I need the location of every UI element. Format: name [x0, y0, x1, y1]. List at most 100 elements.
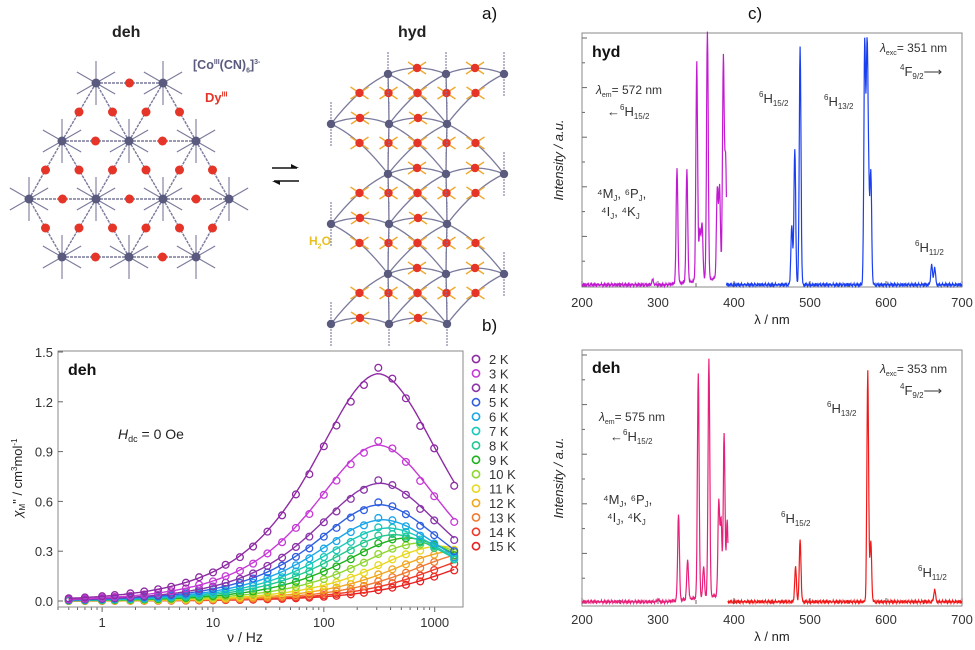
- dy-atom: [355, 113, 365, 123]
- data-point: [291, 567, 300, 576]
- dy-atom: [91, 252, 100, 262]
- dy-atom: [158, 252, 167, 262]
- data-point: [346, 397, 355, 406]
- data-point: [401, 394, 410, 403]
- excitation-wavelength-label: λexc= 351 nm: [879, 41, 947, 57]
- dy-atom: [471, 238, 480, 248]
- co-atom: [442, 219, 452, 229]
- data-point: [359, 585, 368, 594]
- series-group: [581, 358, 963, 606]
- x-tick-label: 700: [951, 612, 973, 627]
- excited-levels-label: ⁴IJ, ⁴KJ: [601, 204, 640, 221]
- co-atom: [384, 319, 394, 329]
- data-point: [305, 579, 314, 588]
- dy-atom: [355, 188, 364, 198]
- dy-atom: [413, 138, 422, 148]
- data-point: [401, 532, 410, 541]
- water-label: H2O: [309, 234, 331, 251]
- data-point: [154, 585, 163, 594]
- data-point: [235, 578, 244, 587]
- hyd-spectrum-chart: 200 300 400 500 600 700 hyd λ / nm Intensity …: [551, 31, 973, 327]
- data-point: [401, 580, 410, 589]
- data-point: [291, 561, 300, 570]
- data-point: [374, 570, 383, 579]
- data-point: [346, 564, 355, 573]
- x-tick-label: 1: [98, 615, 105, 630]
- data-point: [430, 444, 439, 453]
- data-point: [346, 546, 355, 555]
- data-point: [332, 507, 341, 516]
- data-point: [346, 513, 355, 522]
- dy-atom: [41, 223, 50, 233]
- legend-marker: [471, 527, 481, 537]
- legend-marker: [471, 455, 481, 465]
- legend-marker: [471, 383, 481, 393]
- data-point: [305, 470, 314, 479]
- data-point: [263, 573, 272, 582]
- x-axis-label: ν / Hz: [227, 629, 263, 645]
- deh-spectrum-chart: 200 300 400 500 600 700 deh λ / nm Intensity …: [551, 349, 973, 644]
- h11-label: 6H11/2: [915, 239, 944, 257]
- legend-label: 15 K: [489, 539, 516, 554]
- x-tick-label: 1000: [420, 615, 449, 630]
- dy-atom: [141, 223, 151, 233]
- data-point: [401, 527, 410, 536]
- dy-atom: [413, 88, 422, 98]
- data-point: [332, 570, 341, 579]
- data-point: [305, 567, 314, 576]
- data-point: [374, 523, 383, 532]
- data-point: [359, 581, 368, 590]
- panel-b-label: b): [482, 316, 498, 335]
- data-point: [278, 591, 287, 600]
- data-point: [332, 562, 341, 571]
- data-point: [319, 552, 328, 562]
- excitation-spectrum: [581, 31, 727, 289]
- cobalt-cyanide-label: [CoIII(CN)6]3-: [193, 58, 261, 75]
- axes: 200 300 400 500 600 700: [571, 354, 973, 627]
- data-point: [388, 544, 397, 553]
- legend-marker: [471, 513, 481, 522]
- co-atom: [441, 269, 451, 279]
- data-point: [208, 568, 218, 577]
- data-point: [319, 585, 328, 594]
- data-point: [291, 577, 300, 586]
- panel-c-label: c): [748, 4, 763, 23]
- data-point: [208, 577, 218, 586]
- data-point: [98, 592, 107, 601]
- co-atom: [326, 219, 336, 229]
- data-point: [235, 574, 244, 583]
- dy-atom: [471, 88, 480, 98]
- data-point: [416, 555, 425, 564]
- co-atom: [124, 136, 134, 146]
- co-atom: [326, 319, 336, 329]
- dy-atom: [208, 223, 217, 233]
- data-point: [416, 563, 425, 573]
- data-point: [319, 518, 328, 527]
- x-axis-label: λ / nm: [754, 312, 789, 327]
- legend-marker: [471, 498, 481, 508]
- data-point: [291, 490, 300, 499]
- co-atom: [441, 169, 451, 179]
- co-atom: [499, 269, 509, 279]
- legend-marker: [471, 541, 481, 551]
- co-atom: [326, 119, 336, 129]
- dy-atom: [125, 78, 134, 88]
- dy-atom: [58, 194, 67, 204]
- data-point: [278, 573, 287, 582]
- dy-atom: [74, 107, 84, 117]
- data-point: [195, 580, 204, 589]
- data-point: [450, 547, 459, 556]
- dy-atom: [470, 63, 480, 73]
- legend-label: 11 K: [489, 482, 515, 497]
- emission-spectrum: [727, 370, 963, 606]
- data-point: [374, 549, 383, 559]
- dy-atom: [413, 113, 423, 123]
- data-point: [388, 444, 397, 453]
- x-tick-label: 700: [951, 295, 973, 310]
- co-atom: [57, 252, 67, 262]
- data-point: [374, 561, 383, 570]
- data-point: [278, 553, 287, 562]
- data-point: [359, 380, 368, 390]
- dy-atom: [413, 313, 423, 323]
